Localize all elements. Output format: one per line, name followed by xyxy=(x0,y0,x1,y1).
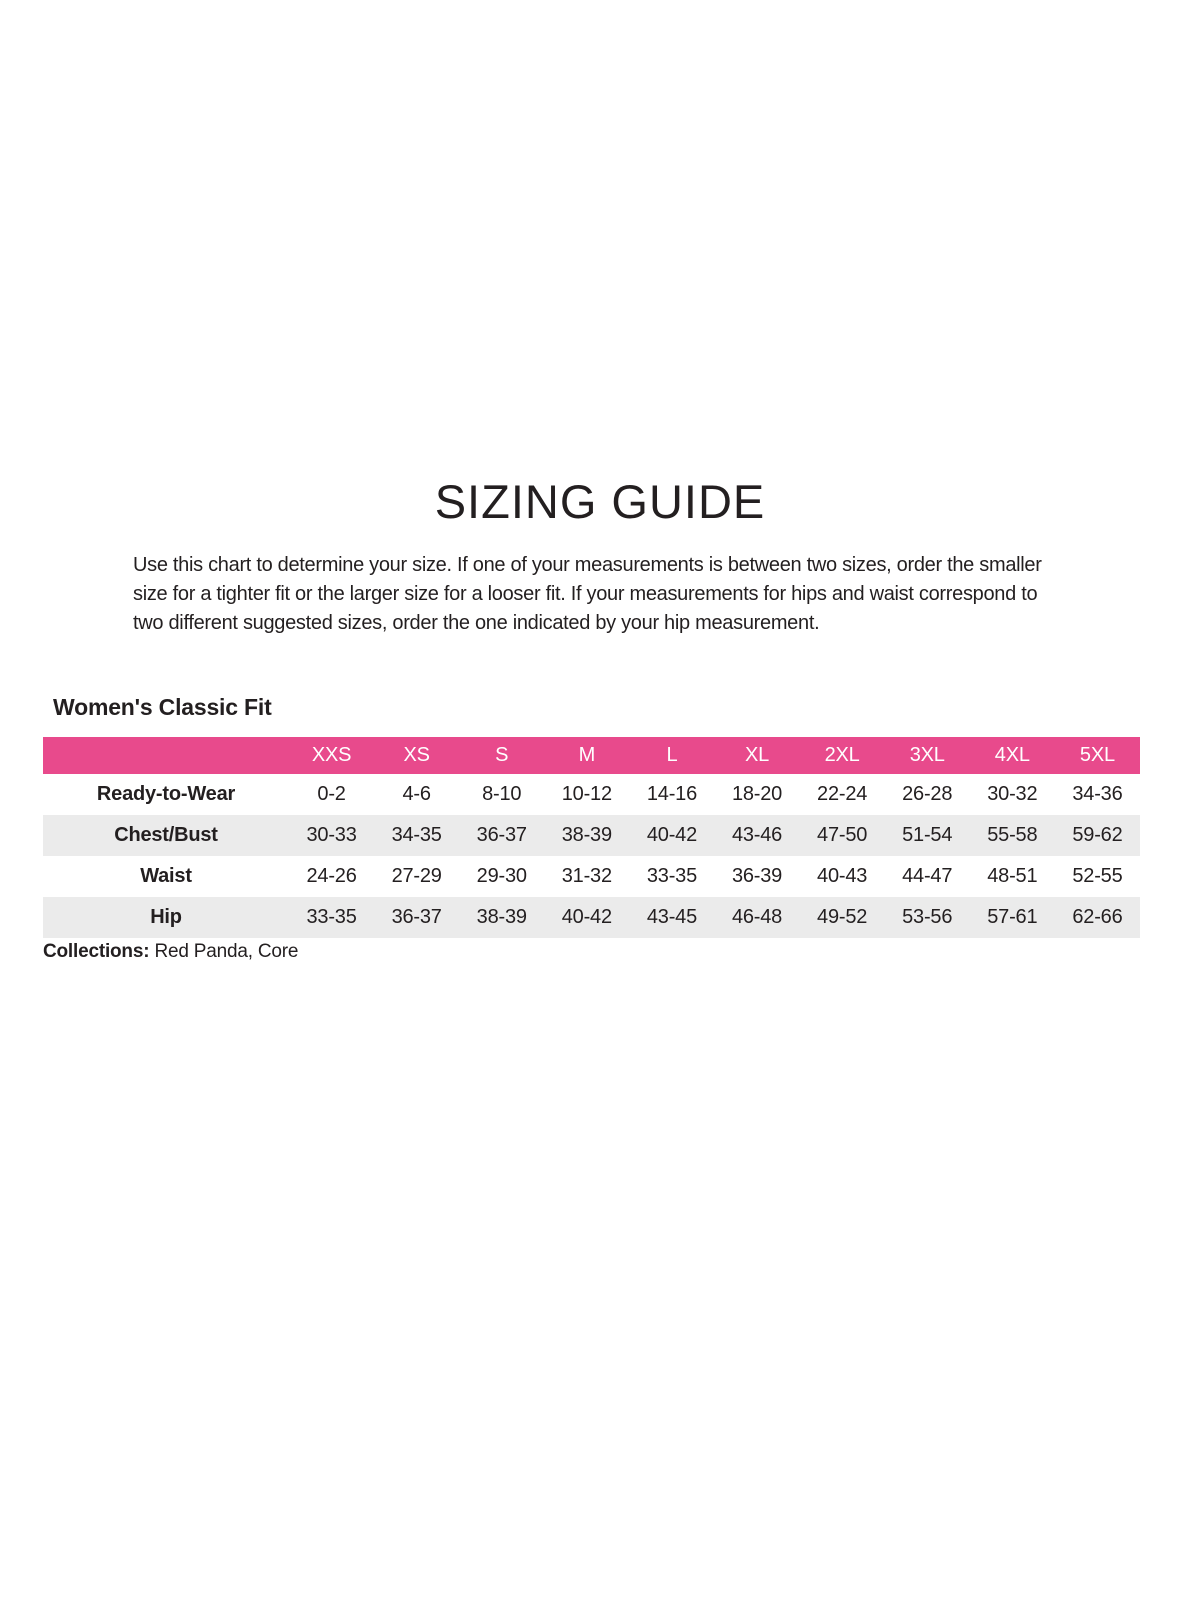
measurement-row-label: Hip xyxy=(150,906,182,928)
size-value-cell: 59-62 xyxy=(1072,824,1123,846)
size-value-cell: 38-39 xyxy=(476,906,527,928)
size-value-cell: 43-46 xyxy=(731,824,783,846)
size-value-cell: 30-33 xyxy=(306,824,357,846)
size-value-cell: 30-32 xyxy=(987,783,1038,805)
size-value-cell: 62-66 xyxy=(1072,906,1123,928)
size-value-cell: 36-39 xyxy=(731,865,783,887)
size-column-header: 4XL xyxy=(969,737,1055,774)
size-value-cell: 48-51 xyxy=(987,865,1038,887)
intro-paragraph: Use this chart to determine your size. I… xyxy=(133,551,1083,638)
intro-line-2: size for a tighter fit or the larger siz… xyxy=(133,583,1038,605)
size-value-cell: 36-37 xyxy=(391,906,442,928)
size-column-header: L xyxy=(629,737,715,774)
size-column-header: S xyxy=(459,737,545,774)
size-column-header: 2XL xyxy=(799,737,885,774)
size-value-cell: 53-56 xyxy=(902,906,953,928)
size-column-header: M xyxy=(544,737,630,774)
size-value-cell: 27-29 xyxy=(391,865,442,887)
size-value-cell: 10-12 xyxy=(561,783,612,805)
size-table-corner-cell xyxy=(43,737,289,774)
sizing-table-body: Ready-to-Wear 0-2 4-6 8-10 10-12 14-16 18-20 22… xyxy=(43,774,1140,938)
size-value-cell: 0-2 xyxy=(317,783,346,805)
size-column-header: 3XL xyxy=(884,737,970,774)
size-value-cell: 47-50 xyxy=(817,824,868,846)
size-value-cell: 49-52 xyxy=(817,906,868,928)
size-value-cell: 4-6 xyxy=(402,783,431,805)
size-value-cell: 51-54 xyxy=(902,824,953,846)
size-value-cell: 29-30 xyxy=(476,865,527,887)
size-value-cell: 57-61 xyxy=(987,906,1038,928)
size-value-cell: 24-26 xyxy=(306,865,357,887)
size-value-cell: 22-24 xyxy=(817,783,868,805)
measurement-row-label: Waist xyxy=(140,865,192,887)
size-column-header: XXS xyxy=(289,737,375,774)
size-value-cell: 43-45 xyxy=(646,906,697,928)
size-table-row: Hip 33-35 36-37 38-39 40-42 43-45 46-48 49-52 53… xyxy=(43,897,1140,938)
size-value-cell: 44-47 xyxy=(902,865,953,887)
size-value-cell: 40-42 xyxy=(561,906,612,928)
size-value-cell: 40-43 xyxy=(817,865,868,887)
size-column-header: 5XL xyxy=(1054,737,1140,774)
size-value-cell: 34-36 xyxy=(1072,783,1123,805)
size-value-cell: 33-35 xyxy=(646,865,697,887)
size-value-cell: 40-42 xyxy=(646,824,697,846)
size-value-cell: 8-10 xyxy=(482,783,522,805)
section-heading-womens-classic-fit: Women's Classic Fit xyxy=(53,694,272,720)
size-value-cell: 34-35 xyxy=(391,824,442,846)
intro-line-3: two different suggested sizes, order the… xyxy=(133,612,820,634)
collections-value: Red Panda, Core xyxy=(154,941,299,962)
size-value-cell: 18-20 xyxy=(731,783,783,805)
size-column-header: XS xyxy=(374,737,460,774)
size-value-cell: 36-37 xyxy=(476,824,527,846)
size-value-cell: 33-35 xyxy=(306,906,357,928)
size-table-row: Ready-to-Wear 0-2 4-6 8-10 10-12 14-16 18-20 22… xyxy=(43,774,1140,815)
sizing-table: XXS XS S M L XL 2XL 3XL 4XL 5XL Ready-to-Wear 0-2 4… xyxy=(43,737,1140,938)
size-table-row: Chest/Bust 30-33 34-35 36-37 38-39 40-42 43-46… xyxy=(43,815,1140,856)
size-value-cell: 38-39 xyxy=(561,824,612,846)
size-value-cell: 46-48 xyxy=(731,906,783,928)
size-column-header: XL xyxy=(714,737,800,774)
size-value-cell: 14-16 xyxy=(646,783,697,805)
size-table-row: Waist 24-26 27-29 29-30 31-32 33-35 36-39 40-43… xyxy=(43,856,1140,897)
collections-label: Collections: xyxy=(43,941,150,962)
measurement-row-label: Chest/Bust xyxy=(114,824,218,846)
intro-line-1: Use this chart to determine your size. I… xyxy=(133,554,1042,576)
size-value-cell: 26-28 xyxy=(902,783,953,805)
size-value-cell: 31-32 xyxy=(561,865,612,887)
size-value-cell: 55-58 xyxy=(987,824,1038,846)
measurement-row-label: Ready-to-Wear xyxy=(96,783,236,805)
size-header-row: XXS XS S M L XL 2XL 3XL 4XL 5XL xyxy=(43,737,1140,774)
size-value-cell: 52-55 xyxy=(1072,865,1123,887)
sizing-table-header: XXS XS S M L XL 2XL 3XL 4XL 5XL xyxy=(43,737,1140,774)
collections-line: Collections: Red Panda, Core xyxy=(43,941,298,963)
page-title: SIZING GUIDE xyxy=(434,475,766,528)
